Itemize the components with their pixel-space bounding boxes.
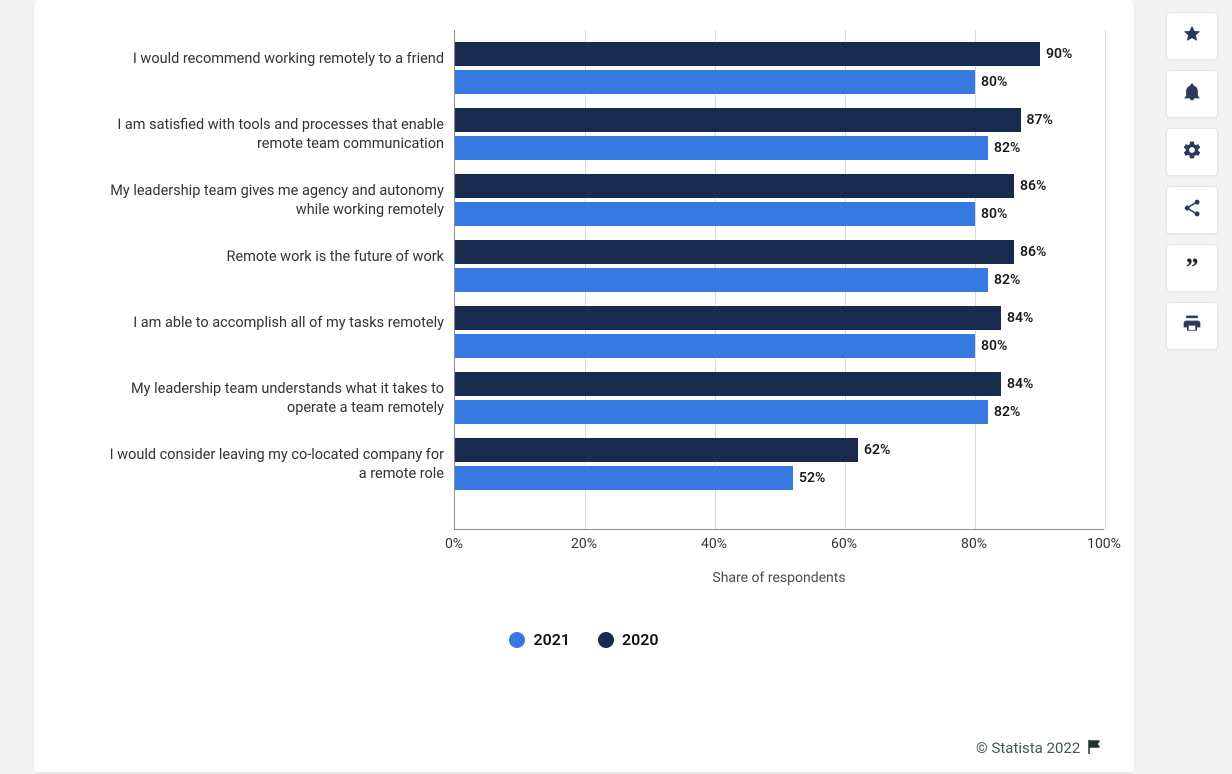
legend-item[interactable]: 2020: [598, 630, 659, 649]
bar-2020[interactable]: 90%: [455, 42, 1040, 66]
quote-icon: ”: [1186, 255, 1199, 281]
x-tick-label: 0%: [445, 536, 463, 552]
bar-value-label: 82%: [994, 268, 1020, 292]
attribution-text: © Statista 2022: [976, 739, 1080, 757]
x-axis-title: Share of respondents: [454, 570, 1104, 586]
bar-group: 62% 52%: [455, 438, 1105, 490]
bar-value-label: 80%: [981, 202, 1007, 226]
legend-label: 2020: [622, 630, 659, 649]
bar-group: 84%80%: [455, 306, 1105, 358]
bar-value-label: 84%: [1007, 372, 1033, 396]
share-icon: [1182, 198, 1202, 222]
bar-2020[interactable]: 62%: [455, 438, 858, 462]
share-button[interactable]: [1166, 186, 1218, 234]
gridline: [1105, 30, 1106, 529]
legend-swatch: [509, 632, 525, 648]
x-tick-label: 60%: [831, 536, 857, 552]
bar-group: 84% 82%: [455, 372, 1105, 424]
legend-label: 2021: [533, 630, 570, 649]
x-tick-label: 20%: [571, 536, 597, 552]
legend: 2021 2020: [64, 630, 1104, 652]
bar-value-label: 80%: [981, 70, 1007, 94]
x-tick-label: 80%: [961, 536, 987, 552]
plot-region: 90%80%87%82%86%80%86%82%84%80%84%82%62%5…: [454, 30, 1104, 530]
category-label: I am able to accomplish all of my tasks …: [104, 314, 444, 333]
category-label: My leadership team gives me agency and a…: [104, 182, 444, 220]
category-label: I would consider leaving my co-located c…: [104, 446, 444, 484]
legend-item[interactable]: 2021: [509, 630, 570, 649]
bar-2020[interactable]: 84%: [455, 372, 1001, 396]
x-tick-label: 100%: [1087, 536, 1121, 552]
bar-group: 87% 82%: [455, 108, 1105, 160]
bar-group: 86% 80%: [455, 174, 1105, 226]
chart-card: I would recommend working remotely to a …: [34, 0, 1134, 772]
bell-icon: [1182, 82, 1202, 106]
star-icon: [1182, 24, 1202, 48]
y-axis-labels: I would recommend working remotely to a …: [64, 30, 444, 530]
bar-2021[interactable]: 80%: [455, 202, 975, 226]
category-label: My leadership team understands what it t…: [104, 380, 444, 418]
category-label: I would recommend working remotely to a …: [104, 50, 444, 69]
category-label: Remote work is the future of work: [104, 248, 444, 267]
print-button[interactable]: [1166, 302, 1218, 350]
attribution: © Statista 2022: [976, 739, 1104, 758]
gear-icon: [1182, 140, 1202, 164]
settings-button[interactable]: [1166, 128, 1218, 176]
bar-value-label: 86%: [1020, 174, 1046, 198]
flag-icon[interactable]: [1088, 740, 1104, 758]
bar-value-label: 62%: [864, 438, 890, 462]
bar-2021[interactable]: 52%: [455, 466, 793, 490]
bar-2021[interactable]: 80%: [455, 70, 975, 94]
bar-2020[interactable]: 86%: [455, 174, 1014, 198]
favorite-button[interactable]: [1166, 12, 1218, 60]
bar-2020[interactable]: 87%: [455, 108, 1021, 132]
bar-value-label: 84%: [1007, 306, 1033, 330]
x-tick-label: 40%: [701, 536, 727, 552]
bar-group: 90% 80%: [455, 42, 1105, 94]
notify-button[interactable]: [1166, 70, 1218, 118]
bar-2021[interactable]: 80%: [455, 334, 975, 358]
bar-2021[interactable]: 82%: [455, 268, 988, 292]
bar-2020[interactable]: 84%: [455, 306, 1001, 330]
legend-swatch: [598, 632, 614, 648]
print-icon: [1182, 314, 1202, 338]
bar-group: 86%82%: [455, 240, 1105, 292]
bar-value-label: 82%: [994, 400, 1020, 424]
bar-value-label: 52%: [799, 466, 825, 490]
bar-value-label: 87%: [1027, 108, 1053, 132]
bar-2020[interactable]: 86%: [455, 240, 1014, 264]
bar-2021[interactable]: 82%: [455, 136, 988, 160]
action-toolbar: ”: [1166, 12, 1218, 350]
category-label: I am satisfied with tools and processes …: [104, 116, 444, 154]
chart-area: I would recommend working remotely to a …: [64, 30, 1104, 570]
bar-2021[interactable]: 82%: [455, 400, 988, 424]
bar-value-label: 90%: [1046, 42, 1072, 66]
bar-value-label: 86%: [1020, 240, 1046, 264]
cite-button[interactable]: ”: [1166, 244, 1218, 292]
bar-value-label: 82%: [994, 136, 1020, 160]
bar-value-label: 80%: [981, 334, 1007, 358]
